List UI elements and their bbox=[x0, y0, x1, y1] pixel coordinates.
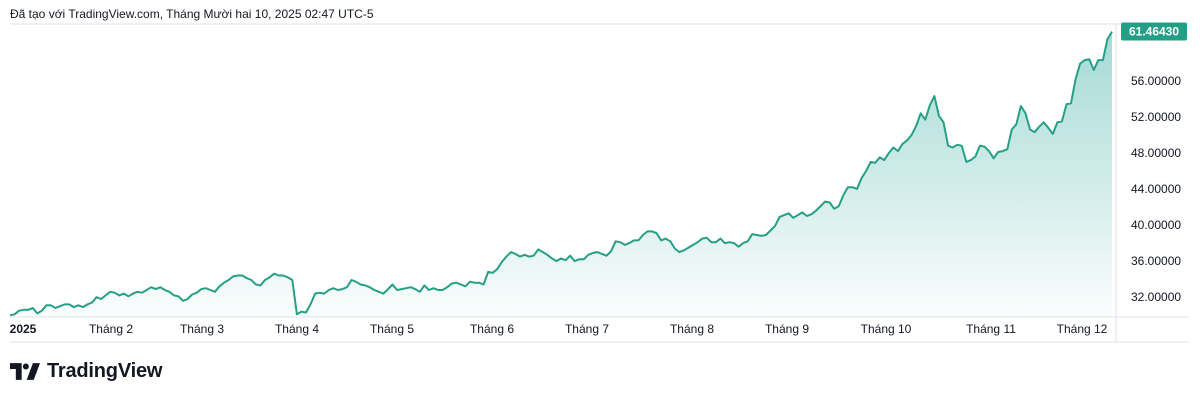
y-tick-label: 36.00000 bbox=[1131, 254, 1181, 268]
x-tick-label: Tháng 2 bbox=[89, 322, 133, 336]
x-tick-label: Tháng 5 bbox=[370, 322, 414, 336]
last-price-badge bbox=[1121, 22, 1187, 41]
chart-caption: Đã tạo với TradingView.com, Tháng Mười h… bbox=[10, 7, 374, 21]
x-tick-label: Tháng 3 bbox=[180, 322, 224, 336]
price-area-fill bbox=[10, 31, 1112, 317]
y-tick-label: 48.00000 bbox=[1131, 146, 1181, 160]
x-tick-label: Tháng 10 bbox=[861, 322, 912, 336]
last-price-label: 61.46430 bbox=[1129, 25, 1179, 39]
x-tick-label: Tháng 11 bbox=[966, 322, 1016, 336]
x-tick-label: Tháng 8 bbox=[670, 322, 714, 336]
y-tick-label: 32.00000 bbox=[1131, 290, 1181, 304]
x-tick-label: Tháng 12 bbox=[1057, 322, 1108, 336]
brand-name: TradingView bbox=[47, 360, 163, 382]
tradingview-logo-icon bbox=[10, 363, 40, 380]
y-tick-label: 40.00000 bbox=[1131, 218, 1181, 232]
y-tick-label: 52.00000 bbox=[1131, 110, 1181, 124]
x-tick-label: 2025 bbox=[10, 322, 37, 336]
price-chart[interactable]: 32.00000 36.00000 40.00000 44.00000 48.00000… bbox=[0, 0, 1200, 345]
x-tick-label: Tháng 6 bbox=[470, 322, 514, 336]
chart-area[interactable]: 32.00000 36.00000 40.00000 44.00000 48.00000… bbox=[0, 0, 1200, 345]
brand[interactable]: TradingView bbox=[10, 360, 162, 383]
price-line bbox=[9, 31, 1113, 317]
y-tick-label: 56.00000 bbox=[1131, 74, 1181, 88]
x-tick-label: Tháng 7 bbox=[565, 322, 609, 336]
y-tick-label: 44.00000 bbox=[1131, 182, 1181, 196]
x-tick-label: Tháng 4 bbox=[275, 322, 319, 336]
x-tick-label: Tháng 9 bbox=[765, 322, 809, 336]
